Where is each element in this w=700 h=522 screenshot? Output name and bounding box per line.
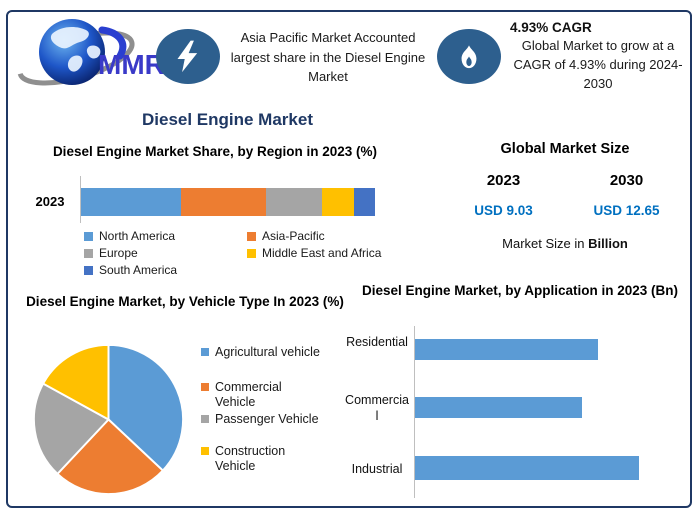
- market-size-note: Market Size in Billion: [442, 236, 688, 251]
- application-chart-axis: [414, 326, 415, 498]
- region-legend: North America Asia-Pacific Europe Middle…: [84, 229, 396, 277]
- region-category-label: 2023: [35, 194, 65, 209]
- legend-swatch: [247, 231, 256, 241]
- stacked-segment-north-america: [81, 188, 181, 216]
- pie-slice-1: [56, 418, 165, 496]
- bar-commercial: [415, 397, 582, 418]
- legend-swatch: [201, 447, 209, 455]
- stacked-segment-middle-east-and-africa: [322, 188, 355, 216]
- application-category-industrial: Industrial: [351, 462, 403, 476]
- legend-item-north-america: North America: [84, 229, 247, 243]
- region-chart-axis: [80, 176, 81, 223]
- legend-item-passenger-vehicle: Passenger Vehicle: [201, 412, 351, 427]
- market-size-years: 2023 2030: [442, 172, 688, 189]
- legend-swatch: [247, 248, 256, 258]
- market-size-value-2023: USD 9.03: [474, 203, 533, 218]
- market-size-year-2023: 2023: [486, 172, 521, 189]
- header-highlight-text: Asia Pacific Market Accounted largest sh…: [230, 30, 426, 84]
- legend-label: Agricultural vehicle: [215, 345, 320, 359]
- pie-slice-2: [32, 382, 111, 476]
- legend-label: Asia-Pacific: [262, 229, 325, 243]
- legend-label: Construction Vehicle: [215, 444, 286, 473]
- legend-swatch: [84, 248, 93, 258]
- region-chart-title: Diesel Engine Market Share, by Region in…: [52, 144, 378, 159]
- vehicle-chart-title: Diesel Engine Market, by Vehicle Type In…: [26, 294, 344, 309]
- vehicle-pie-chart: [32, 343, 185, 496]
- globe-continents: [50, 26, 101, 72]
- legend-item-europe: Europe: [84, 246, 247, 260]
- legend-label: Middle East and Africa: [262, 246, 382, 260]
- legend-swatch: [201, 383, 209, 391]
- market-size-note-unit: Billion: [588, 236, 628, 251]
- vehicle-legend: Agricultural vehicle Commercial Vehicle …: [201, 345, 351, 474]
- legend-swatch: [84, 231, 93, 241]
- cagr-block: 4.93% CAGR Global Market to grow at a CA…: [502, 20, 694, 94]
- legend-swatch: [201, 415, 209, 423]
- legend-item-commercial-vehicle: Commercial Vehicle: [201, 380, 351, 410]
- legend-item-middle-east-africa: Middle East and Africa: [247, 246, 396, 260]
- stacked-segment-asia-pacific: [180, 188, 267, 216]
- stacked-segment-europe: [266, 188, 323, 216]
- legend-item-agricultural-vehicle: Agricultural vehicle: [201, 345, 351, 360]
- pie-slice-0: [107, 343, 185, 472]
- flame-badge: [437, 29, 501, 84]
- mmr-logo: MMR: [17, 19, 165, 86]
- market-size-year-2030: 2030: [609, 172, 644, 189]
- legend-item-south-america: South America: [84, 263, 247, 277]
- page-title: Diesel Engine Market: [141, 110, 313, 129]
- flame-icon: [461, 44, 477, 68]
- legend-label: Passenger Vehicle: [215, 412, 319, 426]
- legend-label: North America: [99, 229, 176, 243]
- market-size-value-2030: USD 12.65: [593, 203, 660, 218]
- lightning-icon: [177, 40, 198, 72]
- application-category-commercial: Commercial: [345, 393, 409, 423]
- legend-label: Commercial Vehicle: [215, 380, 282, 409]
- bar-residential: [415, 339, 598, 360]
- outer-frame: [6, 10, 692, 508]
- legend-item-asia-pacific: Asia-Pacific: [247, 229, 396, 243]
- market-size-note-prefix: Market Size in: [502, 236, 589, 251]
- legend-item-construction-vehicle: Construction Vehicle: [201, 444, 351, 474]
- region-stacked-bar: [81, 188, 375, 216]
- logo-text: MMR: [98, 49, 165, 80]
- legend-label: South America: [99, 263, 178, 277]
- bar-industrial: [415, 456, 639, 480]
- pie-slice-3: [41, 343, 110, 422]
- application-category-residential: Residential: [346, 335, 408, 349]
- market-size-values: USD 9.03 USD 12.65: [442, 203, 688, 218]
- application-plot-area: [415, 326, 692, 498]
- lightning-badge: [156, 29, 220, 84]
- cagr-text: Global Market to grow at a CAGR of 4.93%…: [513, 38, 683, 91]
- market-size-title: Global Market Size: [500, 141, 630, 157]
- cagr-title: 4.93% CAGR: [510, 20, 592, 35]
- legend-swatch: [84, 265, 93, 275]
- legend-label: Europe: [99, 246, 138, 260]
- application-chart-title: Diesel Engine Market, by Application in …: [361, 283, 679, 298]
- legend-swatch: [201, 348, 209, 356]
- stacked-segment-south-america: [354, 188, 375, 216]
